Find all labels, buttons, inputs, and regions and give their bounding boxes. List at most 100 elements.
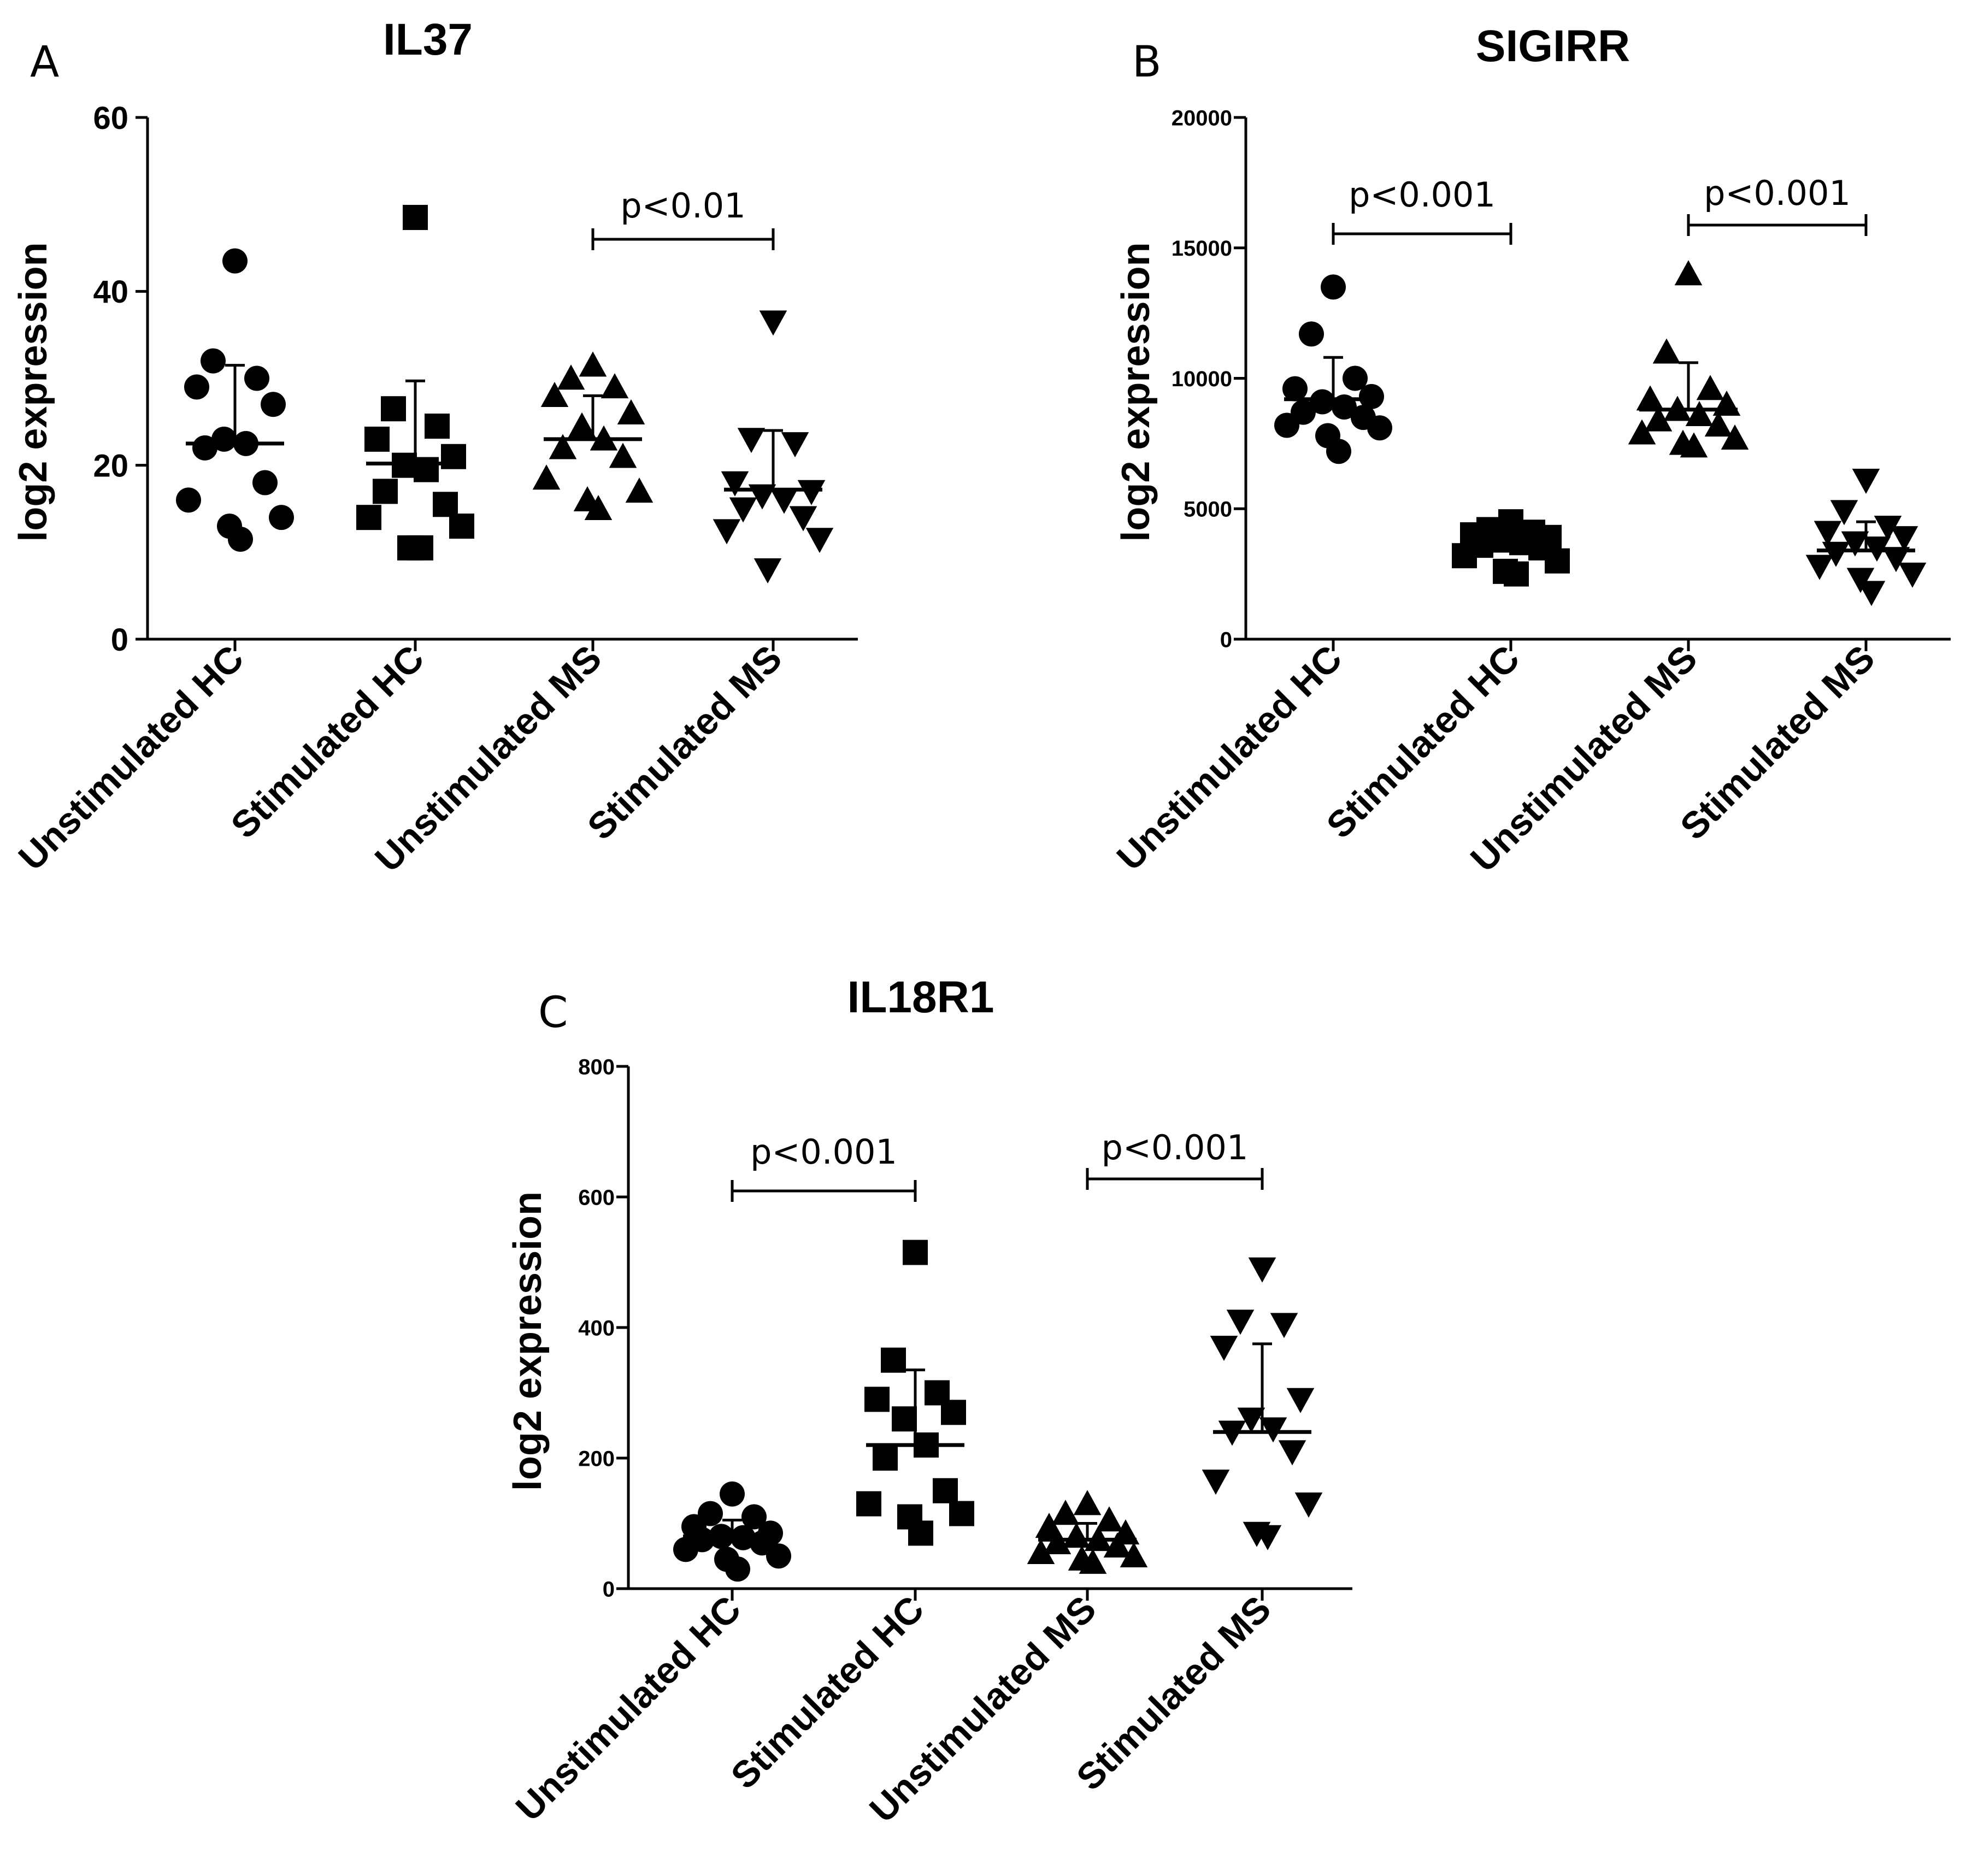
bracket-line (1332, 223, 1512, 245)
data-point (759, 310, 787, 336)
data-point (725, 1556, 750, 1582)
series-unstimulated-ms (1628, 260, 1749, 458)
y-axis-label: log2 expression (506, 1191, 550, 1491)
data-point (1367, 415, 1392, 441)
y-tick-label: 400 (578, 1316, 615, 1340)
x-tick-label: Unstimulated HC (10, 638, 251, 878)
data-point (941, 1400, 966, 1425)
data-point (1027, 1538, 1055, 1564)
data-point (721, 471, 749, 497)
panel-letter: A (30, 38, 59, 87)
y-tick-label: 0 (1220, 628, 1232, 652)
data-point (713, 519, 741, 545)
data-point (873, 1446, 898, 1471)
y-tick-label: 800 (578, 1055, 615, 1079)
data-point (1282, 376, 1308, 402)
data-point (201, 348, 226, 374)
data-point (617, 399, 645, 424)
data-point (797, 480, 826, 505)
data-point (1696, 375, 1724, 400)
data-point (252, 470, 278, 495)
data-point (1278, 1440, 1306, 1466)
bracket-line (731, 1180, 917, 1202)
x-tick-label: Stimulated MS (1673, 638, 1883, 848)
data-point (414, 457, 439, 482)
data-point (1898, 562, 1927, 588)
data-point (1274, 412, 1299, 438)
data-point (673, 1537, 698, 1562)
data-point (549, 434, 577, 459)
data-point (1882, 547, 1910, 573)
data-point (720, 1481, 745, 1507)
p-value-label: p<0.01 (620, 186, 745, 226)
data-point (1721, 424, 1749, 450)
series-stimulated-hc (856, 1240, 974, 1546)
data-point (532, 464, 561, 490)
data-point (1079, 1548, 1107, 1574)
data-point (1073, 1490, 1102, 1515)
data-point (1504, 561, 1529, 587)
y-tick-label: 20000 (1172, 106, 1232, 130)
series-unstimulated-ms (1027, 1490, 1148, 1574)
significance-bracket: p<0.001 (1332, 175, 1512, 245)
data-point (184, 374, 209, 400)
data-point (789, 506, 817, 532)
y-tick-label: 10000 (1172, 367, 1232, 391)
data-point (933, 1478, 958, 1503)
data-point (908, 1520, 933, 1546)
data-point (373, 479, 398, 504)
data-point (770, 488, 798, 514)
data-point (1310, 389, 1335, 415)
data-point (1644, 406, 1673, 432)
y-axis-label: log2 expression (1114, 242, 1158, 541)
data-point (1674, 260, 1703, 286)
chart-title: IL37 (383, 15, 473, 64)
significance-bracket: p<0.001 (1687, 173, 1868, 236)
data-point (228, 526, 253, 552)
data-point (864, 1387, 890, 1412)
data-point (449, 514, 474, 539)
data-point (1248, 1257, 1276, 1283)
data-point (903, 1240, 928, 1265)
panel-a: A IL37 0 20 40 60 log2 expression Unstimulate… (10, 15, 858, 880)
x-tick-label: Stimulated HC (223, 638, 432, 846)
data-point (364, 426, 390, 452)
panel-b: B SIGIRR 0 5000 10000 15000 20000 log2 expres… (1109, 21, 1951, 880)
data-point (741, 1504, 767, 1530)
data-point (1846, 568, 1875, 593)
data-point (601, 373, 629, 399)
y-tick-label: 20 (93, 449, 128, 484)
significance-bracket: p<0.001 (1086, 1128, 1264, 1190)
data-point (1210, 1336, 1238, 1361)
data-point (1652, 338, 1681, 364)
bracket-line (1086, 1168, 1264, 1190)
data-point (949, 1501, 974, 1526)
series-stimulated-hc (356, 205, 474, 561)
series-stimulated-hc (1452, 509, 1570, 587)
chart-title: IL18R1 (847, 972, 994, 1022)
y-tick-label: 5000 (1184, 498, 1232, 522)
data-point (540, 382, 569, 408)
panel-letter: C (538, 988, 568, 1037)
y-tick-label: 0 (603, 1577, 615, 1601)
panel-c: C IL18R1 0 200 400 600 800 log2 expression Uns… (506, 972, 1352, 1831)
data-point (568, 412, 596, 438)
data-point (192, 435, 217, 461)
data-point (781, 432, 809, 458)
data-point (211, 426, 237, 452)
data-point (1043, 1529, 1072, 1555)
x-tick-label: Unstimulated HC (1109, 638, 1350, 878)
data-point (1253, 1525, 1282, 1550)
data-point (381, 396, 406, 422)
data-point (625, 477, 654, 503)
data-point (176, 487, 201, 513)
series-unstimulated-hc (673, 1481, 791, 1582)
data-point (1321, 274, 1346, 300)
series-stimulated-ms (713, 310, 834, 583)
data-point (1259, 1417, 1287, 1443)
data-point (425, 414, 450, 439)
series-stimulated-ms (1805, 469, 1927, 606)
x-tick-label: Unstimulated HC (508, 1588, 749, 1829)
data-point (1545, 548, 1570, 574)
y-tick-label: 200 (578, 1447, 615, 1471)
